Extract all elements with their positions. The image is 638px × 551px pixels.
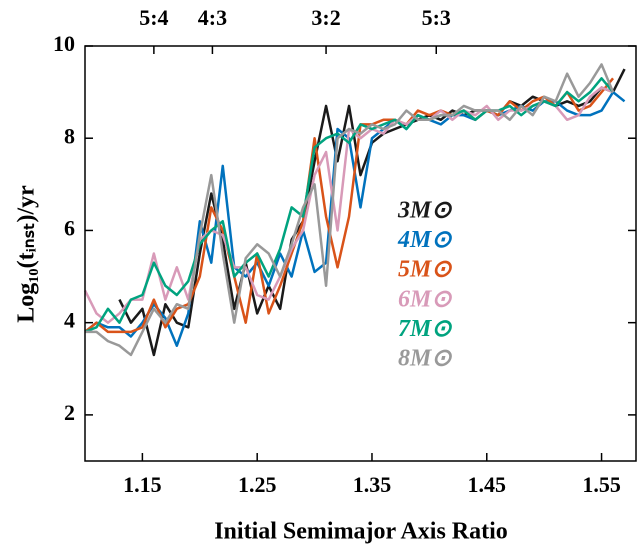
x-tick-label: 1.35 xyxy=(353,472,392,497)
legend-entry: 3M⊙ xyxy=(397,198,452,224)
legend-entry: 8M⊙ xyxy=(398,346,452,372)
legend-entry: 4M⊙ xyxy=(397,227,452,253)
series-line xyxy=(85,63,615,357)
legend-entry: 6M⊙ xyxy=(398,286,452,312)
x-tick-label: 1.45 xyxy=(468,472,507,497)
x2-tick-label: 3:2 xyxy=(311,5,340,30)
x-tick-label: 1.15 xyxy=(123,472,162,497)
x2-tick-label: 4:3 xyxy=(198,5,227,30)
y-tick-label: 8 xyxy=(64,123,75,148)
x2-tick-label: 5:3 xyxy=(422,5,451,30)
series-line xyxy=(118,68,626,357)
legend-entry: 7M⊙ xyxy=(398,316,452,342)
y-tick-label: 2 xyxy=(64,400,75,425)
y-tick-label: 10 xyxy=(53,31,75,56)
y-tick-label: 4 xyxy=(64,308,75,333)
series-line xyxy=(84,77,615,334)
plot-frame xyxy=(84,45,637,462)
series-line xyxy=(83,86,614,324)
y-axis-label: Log₁₀(tᵢₙₛₜ)/yr xyxy=(14,185,40,323)
x-tick-label: 1.25 xyxy=(238,472,277,497)
x2-tick-label: 5:4 xyxy=(139,5,168,30)
y-tick-label: 6 xyxy=(64,215,75,240)
x-axis-label: Initial Semimajor Axis Ratio xyxy=(214,519,508,545)
x-tick-label: 1.55 xyxy=(582,472,621,497)
legend-entry: 5M⊙ xyxy=(398,257,452,283)
